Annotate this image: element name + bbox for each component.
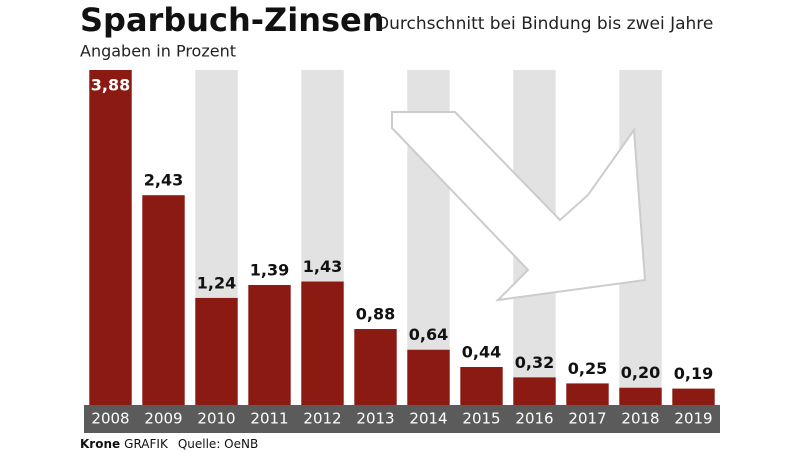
x-tick-label: 2018 (621, 410, 659, 428)
value-label: 0,64 (409, 325, 448, 344)
x-tick-label: 2012 (303, 410, 341, 428)
bar (513, 377, 556, 405)
bar (407, 349, 450, 405)
unit-note: Angaben in Prozent (80, 42, 236, 61)
x-tick-label: 2014 (409, 410, 447, 428)
decorative-arrow (391, 111, 647, 302)
footer-source: Quelle: OeNB (178, 437, 258, 451)
value-label: 0,32 (515, 353, 554, 372)
bar (460, 367, 503, 405)
x-tick-label: 2015 (462, 410, 500, 428)
bar (89, 70, 132, 405)
x-tick-label: 2019 (674, 410, 712, 428)
bar (566, 383, 609, 405)
bar (672, 388, 715, 405)
chart-title: Sparbuch-Zinsen (80, 1, 385, 39)
chart-subtitle: Durchschnitt bei Bindung bis zwei Jahre (376, 14, 713, 34)
x-tick-label: 2017 (568, 410, 606, 428)
value-label: 2,43 (144, 171, 183, 190)
bar (248, 284, 291, 405)
value-label: 1,43 (303, 257, 342, 276)
bar (354, 329, 397, 405)
value-label: 3,88 (91, 76, 130, 95)
bar (195, 297, 238, 405)
bars (89, 70, 715, 405)
value-label: 0,44 (462, 343, 501, 362)
x-tick-label: 2011 (250, 410, 288, 428)
footer-label: GRAFIK (124, 437, 169, 451)
footer-brand: Krone (80, 437, 120, 451)
axis-band (84, 405, 720, 433)
value-label: 0,88 (356, 305, 395, 324)
value-label: 1,39 (250, 260, 289, 279)
x-tick-label: 2016 (515, 410, 553, 428)
value-label: 0,25 (568, 359, 607, 378)
bar (301, 281, 344, 405)
x-tick-label: 2009 (144, 410, 182, 428)
value-label: 0,19 (674, 364, 713, 383)
value-label: 1,24 (197, 273, 236, 292)
x-tick-label: 2008 (91, 410, 129, 428)
bar (142, 195, 185, 405)
labels: 3,88 2008 2,43 2009 1,24 2010 1,39 2011 1,43 2012… (91, 76, 713, 428)
x-tick-label: 2013 (356, 410, 394, 428)
bar (619, 387, 662, 405)
value-label: 0,20 (621, 363, 660, 382)
x-tick-label: 2010 (197, 410, 235, 428)
footer: Krone GRAFIK Quelle: OeNB (80, 437, 258, 451)
